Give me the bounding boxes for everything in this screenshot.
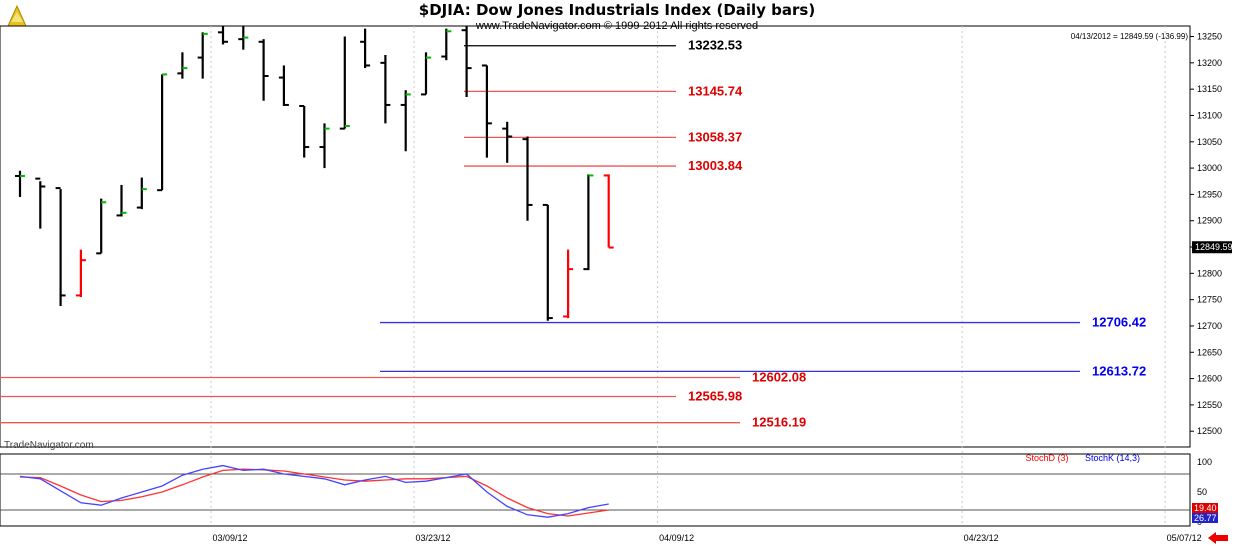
y-tick-label: 12900	[1197, 216, 1222, 226]
last-price-label: 12849.59	[1195, 242, 1233, 252]
y-tick-label: 12950	[1197, 189, 1222, 199]
stochastic-legend: StochD (3) StochK (14,3)	[1011, 453, 1140, 463]
x-tick-label: 04/09/12	[659, 533, 694, 543]
x-tick-label: 03/23/12	[415, 533, 450, 543]
y-tick-label: 12600	[1197, 374, 1222, 384]
level-label: 12602.08	[752, 369, 806, 384]
y-tick-label: 13250	[1197, 32, 1222, 42]
stoch-k-last-box	[1192, 513, 1218, 523]
stochastic-panel-frame	[0, 453, 1191, 527]
stoch-y-tick-label: 100	[1197, 457, 1212, 467]
y-tick-label: 12700	[1197, 321, 1222, 331]
y-tick-label: 13100	[1197, 110, 1222, 120]
stoch-k-line	[19, 464, 609, 518]
y-tick-label: 13050	[1197, 137, 1222, 147]
level-label: 12565.98	[688, 388, 742, 403]
y-tick-label: 12550	[1197, 400, 1222, 410]
price-panel-frame	[0, 25, 1191, 448]
y-tick-label: 12800	[1197, 268, 1222, 278]
y-tick-label: 13150	[1197, 84, 1222, 94]
stoch-d-legend: StochD (3)	[1025, 453, 1069, 463]
chart-title: $DJIA: Dow Jones Industrials Index (Dail…	[418, 1, 816, 19]
x-tick-label: 03/09/12	[212, 533, 247, 543]
last-price-status: 04/13/2012 = 12849.59 (-136.99)	[1070, 32, 1188, 41]
stoch-d-last-box	[1192, 503, 1218, 513]
level-label: 13145.74	[688, 83, 743, 98]
level-label: 13058.37	[688, 129, 742, 144]
stoch-d-last-value: 19.40	[1194, 503, 1217, 513]
stoch-d-line	[19, 468, 609, 517]
y-tick-label: 13200	[1197, 58, 1222, 68]
level-label: 13003.84	[688, 158, 743, 173]
x-tick-label: 05/07/12	[1167, 533, 1202, 543]
x-tick-label: 04/23/12	[964, 533, 999, 543]
scroll-left-arrow-icon[interactable]	[1208, 532, 1228, 544]
watermark: TradeNavigator.com	[4, 440, 94, 451]
stoch-k-last-value: 26.77	[1194, 513, 1217, 523]
last-price-box	[1192, 241, 1232, 254]
y-tick-label: 12650	[1197, 347, 1222, 357]
y-tick-label: 12750	[1197, 295, 1222, 305]
level-label: 12706.42	[1092, 315, 1146, 330]
level-label: 12613.72	[1092, 363, 1146, 378]
level-label: 13232.53	[688, 38, 742, 53]
y-tick-label: 13000	[1197, 163, 1222, 173]
level-label: 12516.19	[752, 415, 806, 430]
stoch-y-tick-label: 50	[1197, 487, 1207, 497]
stoch-k-legend: StochK (14,3)	[1084, 453, 1140, 463]
y-tick-label: 12500	[1197, 426, 1222, 436]
